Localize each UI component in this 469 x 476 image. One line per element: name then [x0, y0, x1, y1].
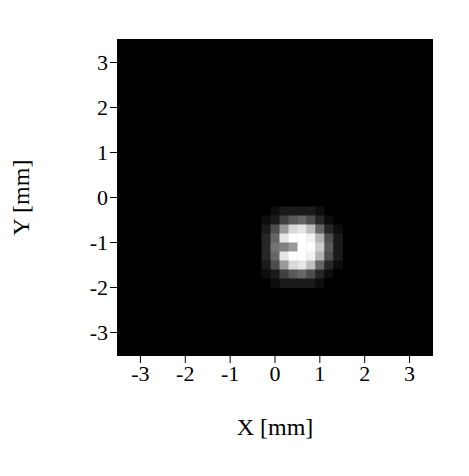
svg-text:0: 0 — [270, 361, 281, 386]
svg-text:-3: -3 — [90, 320, 108, 345]
svg-text:-1: -1 — [221, 361, 239, 386]
svg-text:2: 2 — [359, 361, 370, 386]
svg-text:0: 0 — [97, 185, 108, 210]
svg-text:Y [mm]: Y [mm] — [8, 160, 34, 236]
svg-text:3: 3 — [404, 361, 415, 386]
svg-text:-2: -2 — [90, 275, 108, 300]
svg-text:X [mm]: X [mm] — [237, 414, 314, 440]
svg-text:2: 2 — [97, 95, 108, 120]
svg-text:-1: -1 — [90, 230, 108, 255]
svg-text:3: 3 — [97, 50, 108, 75]
svg-text:1: 1 — [314, 361, 325, 386]
svg-text:-2: -2 — [176, 361, 194, 386]
svg-text:-3: -3 — [131, 361, 149, 386]
svg-text:1: 1 — [97, 140, 108, 165]
